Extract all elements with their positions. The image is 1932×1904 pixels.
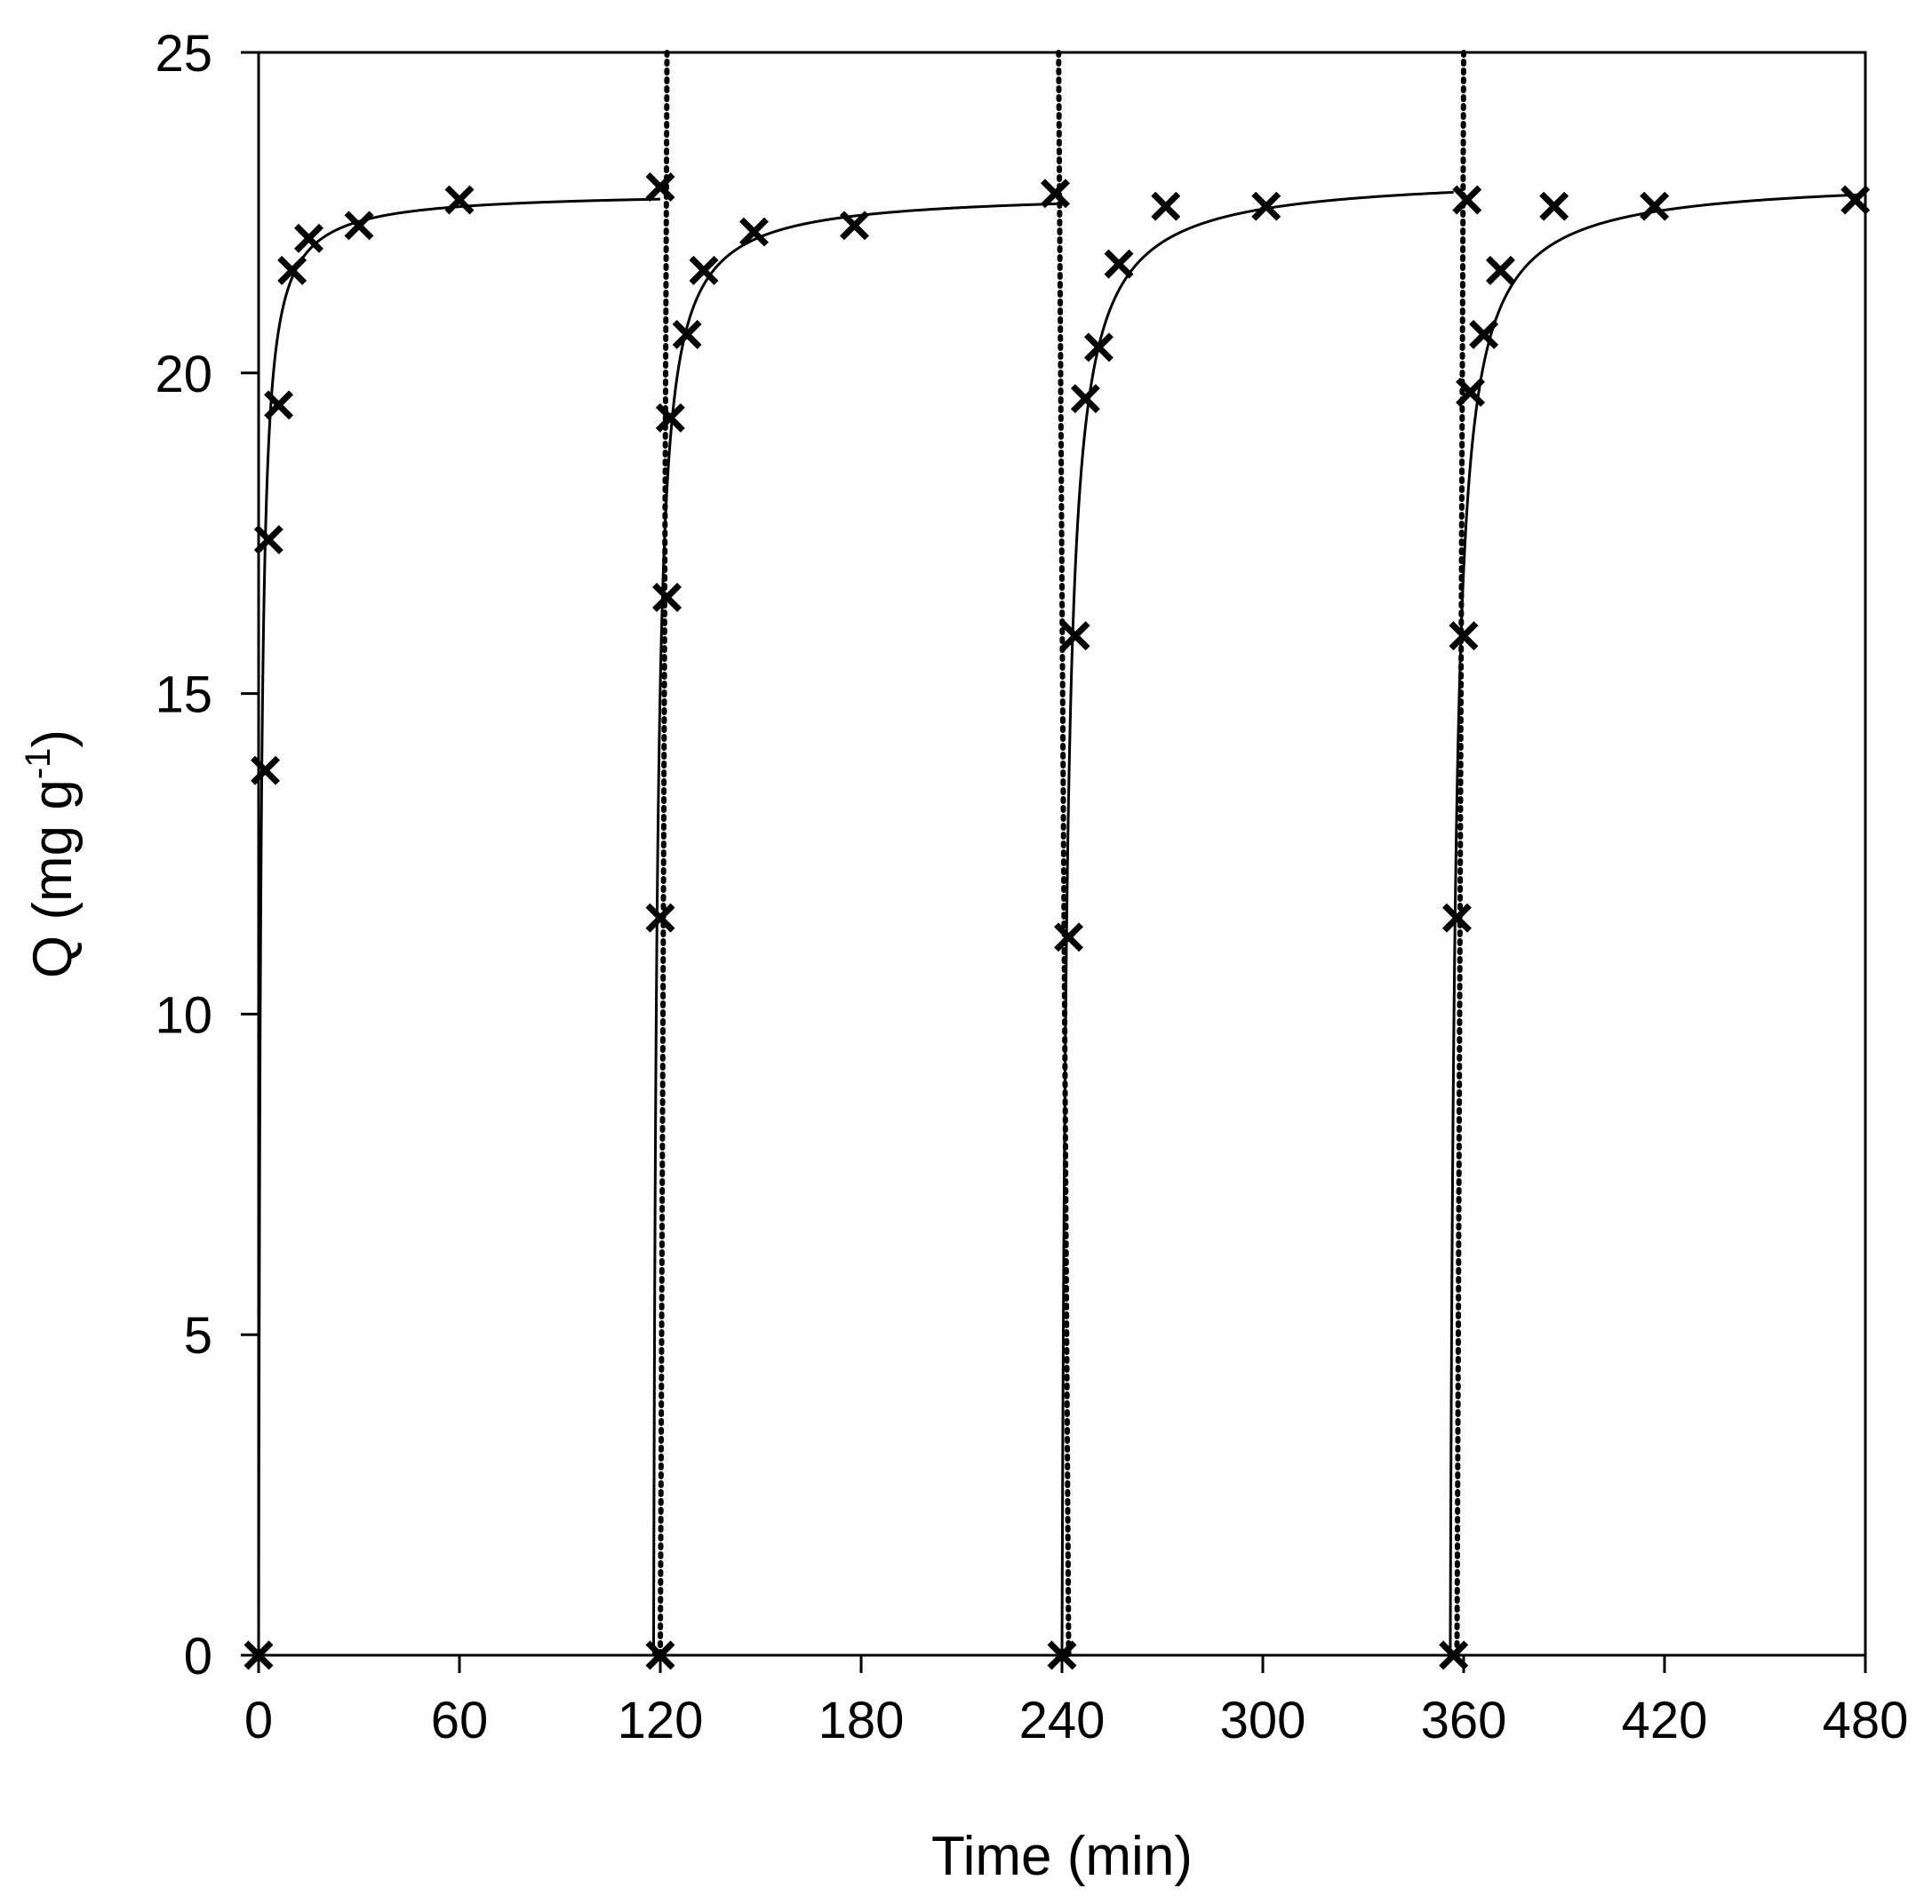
data-point-23	[1104, 249, 1134, 279]
data-point-17	[1040, 179, 1070, 209]
data-point-33	[1539, 191, 1569, 221]
x-axis: 0 60 120 180 240 300 360 420 480	[244, 1655, 1909, 1749]
data-point-31	[1469, 320, 1499, 349]
y-axis-title-base: Q (mg g	[22, 779, 84, 978]
x-tick-label-4: 240	[1019, 1692, 1106, 1749]
x-tick-label-1: 60	[431, 1692, 489, 1749]
data-point-1	[251, 755, 281, 785]
data-markers	[243, 172, 1871, 1670]
data-point-5	[294, 223, 323, 253]
data-point-16	[839, 211, 869, 241]
x-tick-label-3: 180	[818, 1692, 905, 1749]
y-axis-title-close: )	[22, 729, 84, 748]
data-point-8	[645, 172, 675, 203]
data-point-4	[277, 255, 307, 285]
fit-curve-2	[1060, 190, 1454, 1655]
data-point-26	[1439, 1640, 1469, 1670]
x-axis-title: Time (min)	[931, 1826, 1193, 1887]
y-axis-title: Q (mg g-1)	[19, 729, 84, 978]
y-tick-label-1: 5	[184, 1307, 212, 1365]
y-tick-label-2: 10	[155, 986, 212, 1044]
cycle-line-1	[1056, 50, 1072, 1658]
data-point-19	[1054, 922, 1084, 952]
data-point-35	[1840, 185, 1871, 215]
x-tick-label-5: 300	[1220, 1692, 1306, 1749]
data-point-15	[738, 217, 769, 247]
x-tick-label-7: 420	[1622, 1692, 1708, 1749]
data-point-6	[344, 211, 374, 241]
data-point-10	[645, 903, 675, 933]
data-point-25	[1251, 191, 1281, 221]
cycle-line-2	[1454, 50, 1466, 1658]
data-point-3	[264, 390, 294, 420]
y-axis-title-superscript: -1	[19, 748, 58, 780]
data-point-28	[1449, 621, 1479, 651]
y-tick-label-5: 25	[155, 25, 212, 83]
data-point-20	[1060, 621, 1090, 651]
data-point-14	[689, 255, 719, 285]
x-tick-label-6: 360	[1421, 1692, 1507, 1749]
data-point-11	[652, 582, 683, 612]
data-point-30	[1456, 377, 1486, 407]
data-point-7	[444, 185, 475, 215]
y-tick-label-4: 20	[155, 346, 212, 403]
fit-curve-1	[651, 202, 1063, 1655]
data-point-12	[655, 402, 685, 433]
cycle-lines	[658, 50, 1466, 1658]
y-axis: 0 5 10 15 20 25	[155, 25, 259, 1685]
x-tick-label-8: 480	[1823, 1692, 1909, 1749]
data-point-29	[1452, 185, 1482, 215]
data-point-32	[1485, 255, 1515, 285]
fit-curve-0	[257, 197, 661, 1655]
data-point-13	[672, 320, 702, 349]
x-tick-label-0: 0	[244, 1692, 273, 1749]
data-point-24	[1151, 191, 1181, 221]
x-tick-label-2: 120	[618, 1692, 704, 1749]
cycle-line-0	[658, 50, 670, 1658]
data-point-34	[1640, 191, 1670, 221]
y-tick-label-0: 0	[184, 1628, 212, 1685]
data-point-22	[1083, 332, 1114, 362]
data-point-21	[1070, 384, 1100, 414]
data-point-27	[1441, 903, 1472, 933]
fit-curve-3	[1449, 193, 1866, 1655]
y-tick-label-3: 15	[155, 666, 212, 724]
data-point-2	[253, 524, 283, 554]
